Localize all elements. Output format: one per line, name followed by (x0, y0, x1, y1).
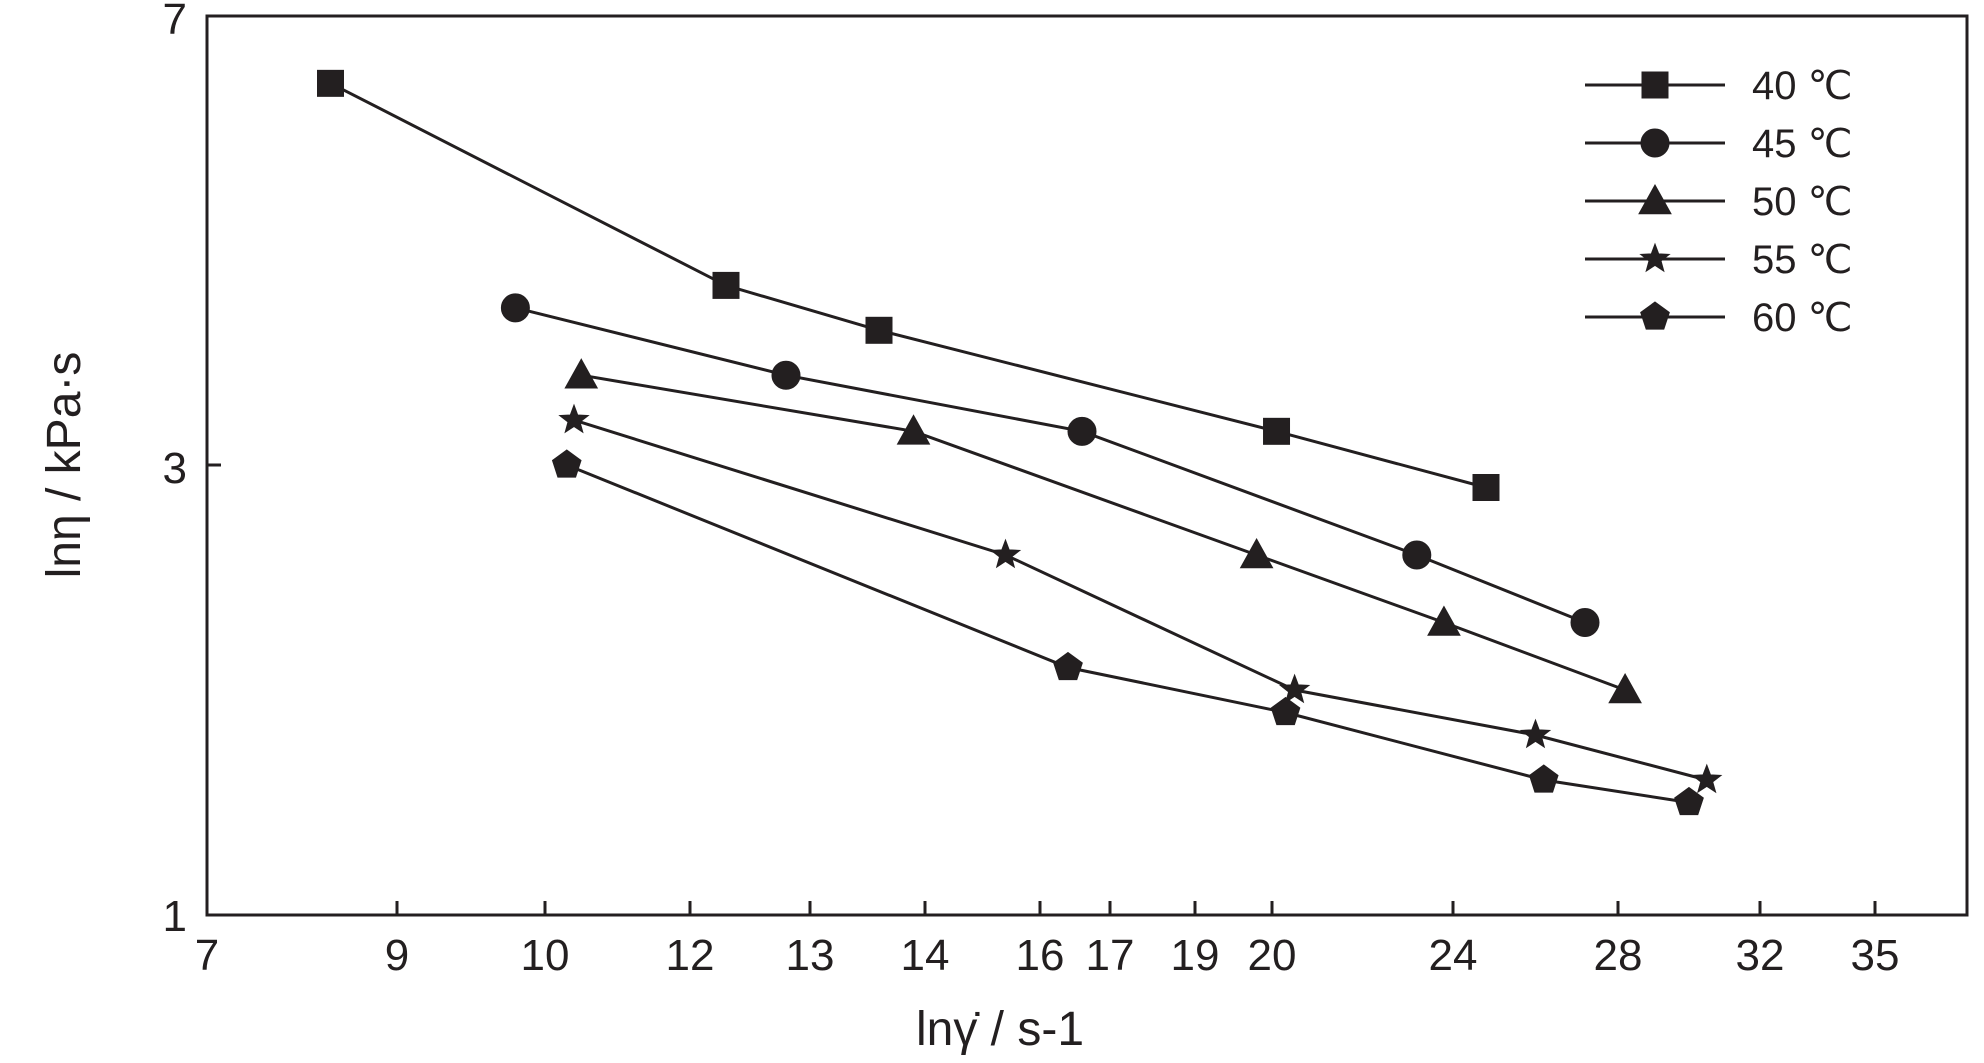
data-point (1270, 696, 1301, 726)
data-point (558, 403, 590, 434)
x-tick-label: 19 (1171, 931, 1220, 980)
x-tick-label: 13 (786, 931, 835, 980)
data-point (989, 538, 1022, 569)
series-1 (317, 69, 1500, 501)
y-tick-label: 1 (163, 892, 187, 941)
data-point (1519, 718, 1552, 749)
series-5 (551, 449, 1704, 816)
x-tick-label: 24 (1429, 931, 1478, 980)
x-tick-label: 9 (385, 931, 409, 980)
x-axis: 7 9 10 12 13 14 16 17 19 20 24 28 32 35 (195, 901, 1900, 980)
legend-label: 60 ℃ (1752, 296, 1853, 340)
series-layer (317, 69, 1723, 816)
legend-label: 50 ℃ (1752, 180, 1853, 224)
x-tick-label: 32 (1736, 931, 1785, 980)
x-tick-label: 10 (521, 931, 570, 980)
data-point (712, 271, 740, 299)
legend-label: 45 ℃ (1752, 122, 1853, 166)
data-point (1570, 608, 1600, 637)
data-point (1674, 786, 1704, 816)
x-tick-label: 28 (1594, 931, 1643, 980)
data-point (1053, 651, 1083, 681)
data-point (1472, 474, 1500, 501)
legend-label: 55 ℃ (1752, 238, 1853, 282)
legend-marker (1640, 301, 1670, 330)
legend-label: 40 ℃ (1752, 64, 1853, 108)
data-point (1691, 763, 1723, 794)
legend-entry: 45 ℃ (1585, 122, 1853, 166)
data-point (500, 293, 530, 323)
data-point (1239, 537, 1274, 569)
data-point (771, 360, 801, 390)
x-tick-label: 7 (195, 931, 219, 980)
x-tick-label: 20 (1248, 931, 1297, 980)
x-tick-label: 12 (666, 931, 715, 980)
y-tick-label: 3 (163, 444, 187, 493)
data-point (317, 69, 344, 97)
data-point (896, 414, 931, 445)
series-4 (558, 403, 1723, 794)
x-tick-label: 35 (1851, 931, 1900, 980)
x-axis-title: lnγ̇ / s-1 (916, 1003, 1084, 1056)
x-tick-label: 16 (1016, 931, 1065, 980)
legend-entry: 55 ℃ (1585, 238, 1853, 282)
y-axis: 1 3 7 (163, 0, 221, 941)
data-point (1263, 417, 1291, 445)
legend-marker (1638, 183, 1672, 215)
legend-marker (1641, 71, 1669, 99)
legend-entry: 60 ℃ (1585, 296, 1853, 340)
data-point (1427, 605, 1461, 636)
data-point (1608, 672, 1642, 704)
data-point (551, 449, 582, 478)
series-2 (500, 293, 1600, 637)
data-point (1279, 673, 1311, 704)
legend-entry: 40 ℃ (1585, 64, 1853, 108)
data-point (564, 358, 599, 389)
y-tick-label: 7 (163, 0, 187, 44)
legend: 40 ℃ 45 ℃ 50 ℃ 55 ℃ 60 ℃ (1585, 64, 1853, 340)
series-3 (564, 358, 1642, 704)
x-tick-label: 14 (901, 931, 950, 980)
legend-marker (1640, 128, 1670, 158)
data-point (1402, 540, 1432, 570)
legend-entry: 50 ℃ (1585, 180, 1853, 224)
data-point (865, 316, 893, 344)
legend-marker (1639, 242, 1671, 273)
series-line (566, 463, 1690, 804)
x-tick-label: 17 (1086, 931, 1135, 980)
data-point (1067, 416, 1097, 446)
data-point (1528, 764, 1559, 793)
y-axis-title: lnη / kPa·s (38, 352, 91, 579)
